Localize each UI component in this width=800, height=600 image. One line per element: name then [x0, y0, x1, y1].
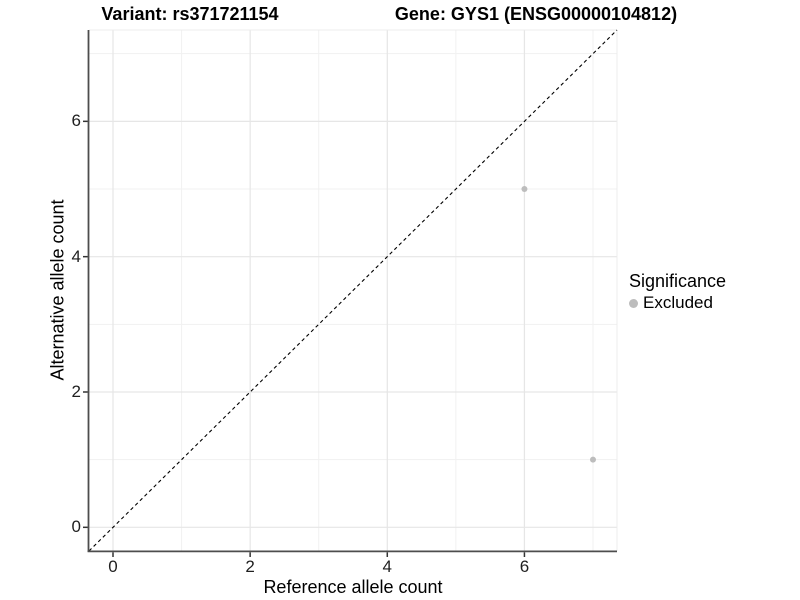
- y-tick-label: 4: [71, 246, 81, 266]
- y-tick-label: 2: [71, 381, 81, 401]
- legend-entries: Excluded: [629, 293, 726, 313]
- x-tick-label: 0: [108, 557, 118, 576]
- x-axis-title: Reference allele count: [263, 577, 443, 597]
- data-point: [521, 186, 528, 193]
- x-tick-label: 6: [519, 557, 530, 576]
- legend-entry: Excluded: [629, 293, 726, 313]
- y-tick-label: 0: [71, 517, 81, 537]
- plot-title-variant: Variant: rs371721154: [101, 4, 279, 24]
- x-tick-label: 4: [382, 557, 393, 576]
- legend-key-dot-icon: [629, 298, 638, 308]
- legend: Significance Excluded: [629, 271, 726, 313]
- legend-title: Significance: [629, 271, 727, 291]
- identity-dashed-line: [88, 29, 618, 552]
- x-tick-label: 2: [245, 557, 255, 576]
- data-point: [590, 456, 596, 463]
- legend-entry-label: Excluded: [643, 293, 713, 312]
- y-axis-title: Alternative allele count: [47, 199, 68, 381]
- y-tick-label: 6: [71, 111, 81, 131]
- plot-title-gene: Gene: GYS1 (ENSG00000104812): [394, 4, 678, 24]
